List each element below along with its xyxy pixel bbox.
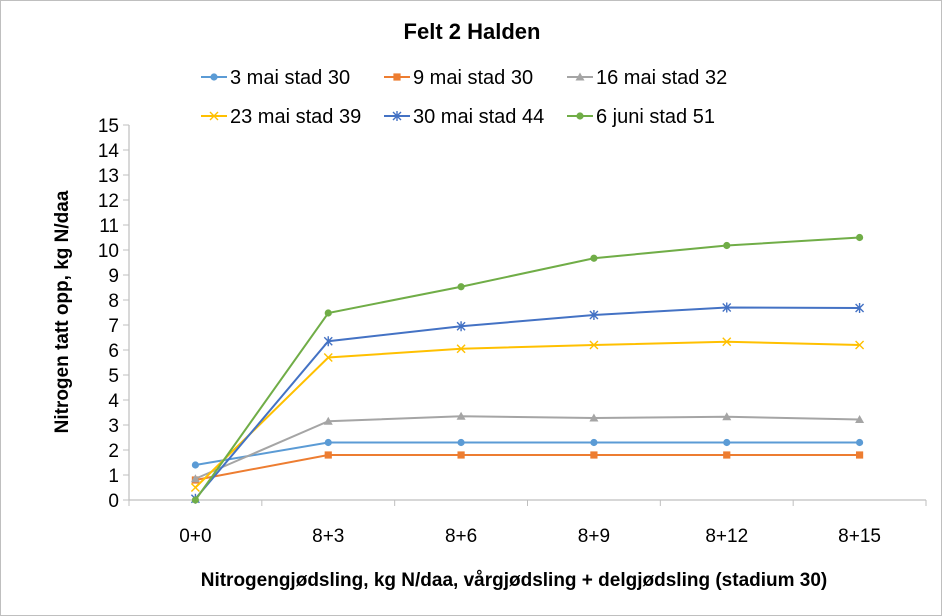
y-tick-label: 14 <box>98 141 120 162</box>
chart-title: Felt 2 Halden <box>404 19 541 44</box>
y-tick-label: 5 <box>108 366 119 387</box>
legend-item: 16 mai stad 32 <box>567 67 727 89</box>
data-point <box>590 254 598 262</box>
legend-label: 6 juni stad 51 <box>596 106 715 128</box>
y-tick-label: 0 <box>108 491 119 512</box>
legend-item: 30 mai stad 44 <box>384 106 544 128</box>
series-line <box>195 415 860 480</box>
data-point <box>855 451 864 459</box>
data-point <box>589 340 599 350</box>
data-point <box>855 340 865 350</box>
series-3 <box>190 411 865 483</box>
series-1 <box>191 438 864 469</box>
data-point <box>589 413 599 422</box>
y-tick-label: 6 <box>108 341 119 362</box>
x-tick-label: 0+0 <box>179 526 211 547</box>
data-point <box>855 233 864 242</box>
data-point <box>589 310 599 320</box>
x-tick-label: 8+12 <box>705 526 748 547</box>
y-tick-label: 1 <box>108 466 119 487</box>
y-tick-label: 4 <box>108 391 119 412</box>
legend-label: 3 mai stad 30 <box>230 67 350 89</box>
y-tick-label: 10 <box>98 241 119 262</box>
series-line <box>195 441 860 466</box>
data-point <box>324 309 332 317</box>
y-axis-label: Nitrogen tatt opp, kg N/daa <box>52 190 73 433</box>
data-point <box>457 283 465 291</box>
legend-item: 9 mai stad 30 <box>384 67 533 89</box>
data-point <box>855 438 864 447</box>
series-line <box>194 236 860 501</box>
data-point <box>323 353 333 362</box>
series-line <box>195 454 860 481</box>
series-2 <box>191 451 864 484</box>
data-point <box>457 438 465 447</box>
legend-marker <box>209 111 219 121</box>
legend-marker <box>393 73 401 81</box>
data-point <box>723 438 731 447</box>
series-4 <box>190 337 865 492</box>
y-tick-label: 11 <box>99 216 119 237</box>
data-point <box>456 411 466 420</box>
legend-item: 3 mai stad 30 <box>201 67 350 89</box>
data-point <box>722 337 732 347</box>
x-axis-label: Nitrogengjødsling, kg N/daa, vårgjødslin… <box>201 570 828 591</box>
data-point <box>191 461 200 469</box>
data-point <box>456 321 466 332</box>
y-tick-label: 2 <box>108 441 119 462</box>
data-point <box>722 412 732 421</box>
data-point <box>855 303 865 313</box>
y-tick-label: 7 <box>108 316 119 337</box>
legend-item: 6 juni stad 51 <box>567 106 715 128</box>
series-6 <box>191 233 864 504</box>
data-point <box>323 336 333 347</box>
data-point <box>723 241 731 250</box>
data-point <box>190 474 200 483</box>
legend-marker <box>576 112 584 120</box>
y-tick-label: 8 <box>108 291 119 312</box>
legend-marker <box>210 73 218 81</box>
series-line <box>194 306 860 500</box>
data-point <box>456 344 466 354</box>
series-line <box>194 340 860 489</box>
data-point <box>323 416 333 425</box>
data-point <box>457 451 465 459</box>
x-tick-label: 8+6 <box>445 526 477 547</box>
data-point <box>191 496 200 504</box>
data-point <box>324 438 332 447</box>
x-tick-label: 8+15 <box>838 526 881 547</box>
x-tick-label: 8+3 <box>312 526 344 547</box>
legend-label: 16 mai stad 32 <box>596 67 727 89</box>
series-5 <box>190 302 865 504</box>
legend-marker <box>575 72 585 81</box>
data-point <box>590 438 598 447</box>
y-tick-label: 13 <box>98 166 119 187</box>
data-point <box>855 415 865 423</box>
data-point <box>190 483 200 492</box>
y-tick-label: 3 <box>108 416 119 437</box>
legend-marker <box>392 111 402 121</box>
legend: 3 mai stad 30 9 mai stad 30 16 mai stad 32… <box>201 67 727 128</box>
y-tick-label: 9 <box>108 266 119 287</box>
x-tick-label: 8+9 <box>578 526 610 547</box>
legend-label: 30 mai stad 44 <box>413 106 544 128</box>
data-point <box>722 302 732 313</box>
data-point <box>324 451 332 459</box>
legend-label: 23 mai stad 39 <box>230 106 361 128</box>
data-point <box>723 451 731 459</box>
y-tick-label: 15 <box>98 116 119 137</box>
legend-item: 23 mai stad 39 <box>201 106 361 128</box>
legend-label: 9 mai stad 30 <box>413 67 533 89</box>
y-tick-label: 12 <box>98 191 119 212</box>
data-point <box>590 451 598 459</box>
plot-area <box>190 233 865 504</box>
